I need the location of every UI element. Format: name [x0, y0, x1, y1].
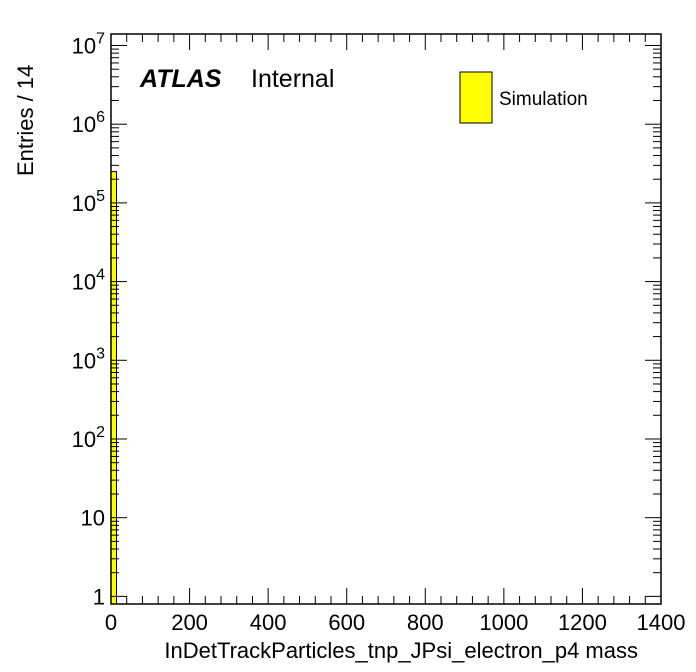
x-tick-label-3: 600 [328, 610, 365, 635]
y-tick-labels: 1 10 102 103 104 105 106 107 [72, 30, 105, 609]
y-tick-label-6: 106 [72, 109, 105, 137]
x-tick-label-6: 1200 [558, 610, 607, 635]
legend-swatch-simulation [459, 71, 493, 124]
x-tick-labels: 0 200 400 600 800 1000 1200 1400 [105, 610, 686, 635]
plot-frame [110, 33, 662, 605]
y-tick-label-4: 104 [72, 267, 105, 295]
x-tick-label-4: 800 [407, 610, 444, 635]
x-tick-label-1: 200 [171, 610, 208, 635]
x-tick-label-7: 1400 [637, 610, 686, 635]
legend-label-simulation: Simulation [499, 89, 588, 110]
y-tick-label-7: 107 [72, 30, 105, 58]
x-axis-title: InDetTrackParticles_tnp_JPsi_electron_p4… [164, 638, 638, 663]
y-axis-title: Entries / 14 [13, 65, 38, 176]
x-tick-label-5: 1000 [479, 610, 528, 635]
x-tick-label-2: 400 [250, 610, 287, 635]
y-tick-label-3: 103 [72, 345, 105, 373]
atlas-label: ATLAS [139, 65, 222, 93]
y-tick-label-2: 102 [72, 424, 105, 452]
y-tick-label-5: 105 [72, 188, 105, 216]
x-tick-label-0: 0 [105, 610, 117, 635]
internal-label: Internal [251, 65, 334, 93]
axis-ticks [110, 34, 662, 604]
y-tick-label-1: 10 [81, 506, 105, 531]
histogram-bin-0 [110, 171, 117, 605]
y-tick-label-0: 1 [93, 584, 105, 609]
histogram-bars [110, 171, 117, 605]
legend: Simulation [459, 71, 588, 124]
